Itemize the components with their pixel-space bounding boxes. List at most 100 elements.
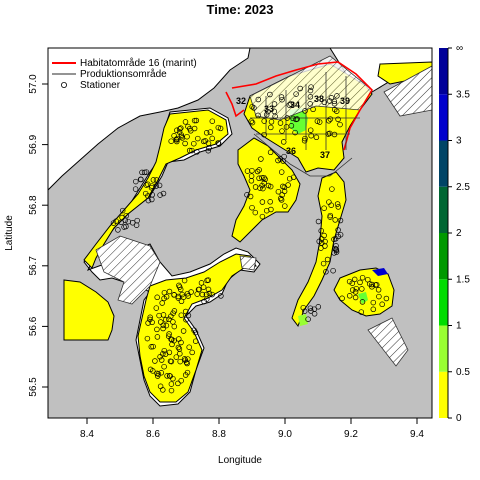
station-marker	[169, 336, 175, 343]
y-tick-label: 56.8	[28, 195, 39, 215]
fill-left-block	[63, 279, 115, 341]
station-marker	[175, 295, 182, 301]
x-tick-label: 8.8	[212, 429, 226, 440]
station-marker	[170, 319, 176, 325]
station-marker	[177, 358, 183, 365]
station-marker	[261, 174, 267, 181]
station-marker	[261, 118, 267, 124]
station-marker	[267, 183, 274, 190]
station-marker	[157, 383, 164, 390]
station-marker	[280, 158, 286, 164]
x-tick-label: 9.2	[344, 429, 358, 440]
station-marker	[251, 105, 257, 111]
station-marker	[133, 222, 140, 228]
station-marker	[184, 290, 191, 297]
station-marker	[167, 358, 174, 364]
station-marker	[185, 312, 192, 319]
station-marker	[286, 102, 293, 108]
y-tick-label: 56.6	[28, 316, 39, 336]
station-marker	[157, 319, 164, 325]
color-bar-bin	[439, 233, 448, 280]
station-marker	[119, 207, 126, 214]
station-marker	[170, 310, 176, 316]
station-marker	[163, 317, 169, 323]
station-marker	[332, 217, 338, 223]
station-marker	[153, 177, 160, 183]
station-marker	[141, 169, 148, 176]
station-marker	[261, 131, 267, 138]
station-marker	[278, 169, 285, 175]
station-marker	[158, 357, 165, 363]
y-axis-label: Latitude	[4, 215, 15, 251]
station-marker	[331, 100, 338, 107]
station-marker	[307, 127, 314, 133]
station-marker	[181, 277, 188, 284]
grid-line-diag	[253, 133, 353, 177]
station-marker	[248, 178, 255, 184]
station-marker	[201, 298, 207, 305]
station-marker	[150, 177, 157, 183]
station-marker	[359, 299, 366, 305]
station-marker	[182, 372, 189, 378]
station-marker	[160, 351, 166, 357]
plot-area: 32 33 34 38 39 36 37 Habitatområde 16 (m…	[48, 48, 432, 418]
station-marker	[376, 293, 382, 300]
station-marker	[318, 240, 325, 246]
area-numbers: 32 33 34 38 39 36 37	[236, 94, 350, 160]
station-marker	[200, 138, 207, 145]
station-marker	[185, 293, 191, 299]
station-marker	[178, 312, 185, 318]
station-marker	[177, 126, 183, 132]
station-marker	[315, 218, 322, 225]
station-marker	[375, 287, 382, 293]
station-marker	[248, 118, 255, 124]
station-marker	[263, 111, 270, 118]
station-marker	[369, 284, 375, 290]
station-marker	[307, 101, 313, 107]
color-bar-label: 3.5	[456, 89, 470, 100]
station-marker	[329, 186, 335, 192]
station-marker	[307, 94, 314, 100]
station-marker	[209, 135, 215, 142]
station-marker	[154, 326, 160, 333]
station-marker	[166, 288, 173, 295]
station-marker	[244, 168, 251, 174]
station-marker	[184, 133, 190, 140]
station-marker	[183, 359, 190, 366]
open-sea	[48, 48, 251, 191]
station-marker	[334, 201, 341, 207]
station-marker	[156, 182, 163, 189]
station-marker	[185, 123, 191, 130]
station-marker	[379, 301, 385, 308]
station-marker	[326, 98, 333, 104]
station-marker	[279, 192, 285, 198]
area-number: 33	[264, 104, 274, 114]
station-marker	[175, 380, 181, 387]
station-marker	[137, 176, 144, 183]
station-marker	[176, 336, 182, 342]
legend-production-label: Produktionsområde	[80, 68, 167, 80]
station-marker	[191, 140, 197, 147]
station-marker	[370, 299, 377, 306]
station-marker	[259, 199, 266, 205]
station-marker	[267, 149, 274, 156]
station-marker	[318, 245, 324, 251]
station-marker	[326, 118, 332, 124]
station-marker	[166, 349, 173, 356]
station-marker	[217, 125, 224, 132]
x-tick-label: 8.6	[146, 429, 160, 440]
station-marker	[147, 316, 153, 323]
station-marker	[259, 174, 265, 181]
station-marker	[149, 196, 155, 203]
patch-green-east	[358, 292, 368, 304]
station-marker	[198, 280, 205, 286]
station-marker	[118, 219, 124, 226]
station-marker	[133, 178, 139, 185]
station-marker	[339, 295, 345, 302]
station-marker	[288, 101, 294, 107]
station-marker	[199, 291, 206, 298]
station-marker	[293, 91, 299, 97]
station-marker	[323, 269, 329, 275]
legend-habitat-label: Habitatområde 16 (marint)	[80, 57, 197, 69]
